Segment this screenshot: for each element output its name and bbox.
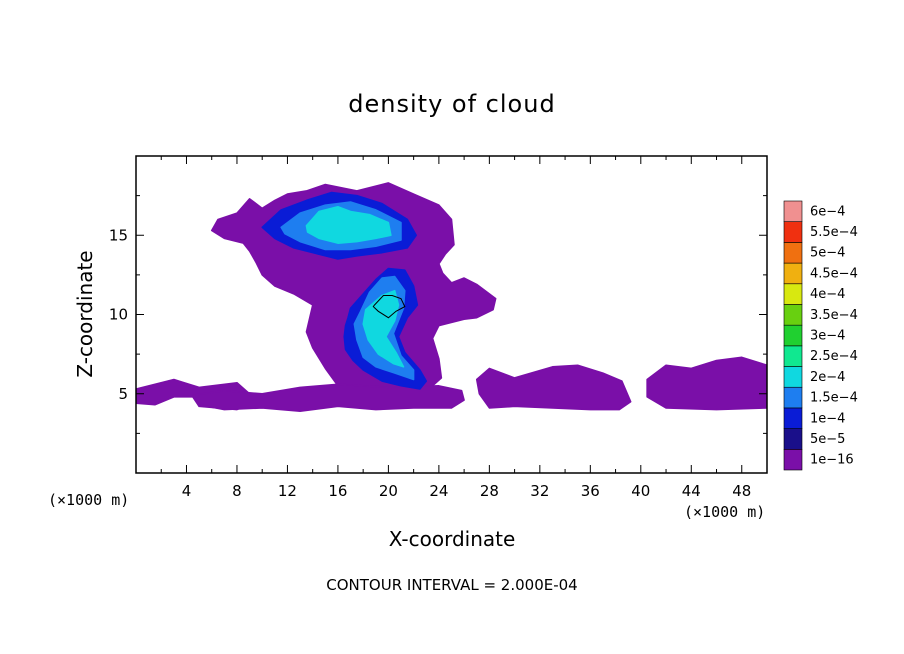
colorbar: 1e−16 5e−5 1e−4 1.5e−4 2e−4 2.5e−4 3e−4 3.5e−4 4… bbox=[783, 200, 858, 471]
colorbar-label: 5.5e−4 bbox=[810, 225, 858, 240]
x-tick-label: 20 bbox=[379, 482, 398, 500]
y-axis-label: Z-coordinate bbox=[73, 250, 97, 377]
density-regions bbox=[136, 182, 767, 412]
x-tick-label: 48 bbox=[732, 482, 751, 500]
colorbar-label: 5e−4 bbox=[810, 246, 845, 261]
colorbar-swatch bbox=[783, 221, 803, 243]
x-tick-label: 28 bbox=[480, 482, 499, 500]
x-tick-label: 16 bbox=[328, 482, 347, 500]
colorbar-swatch bbox=[783, 304, 803, 326]
density-region-4 bbox=[475, 364, 632, 411]
x-tick-label: 36 bbox=[581, 482, 600, 500]
x-axis-unit: (×1000 m) bbox=[684, 503, 765, 521]
x-tick-label: 4 bbox=[182, 482, 192, 500]
chart-title: density of cloud bbox=[348, 90, 555, 118]
colorbar-label: 1.5e−4 bbox=[810, 391, 858, 406]
y-ticks: 5 10 15 bbox=[109, 195, 767, 434]
colorbar-swatch bbox=[783, 200, 803, 222]
colorbar-label: 1e−16 bbox=[810, 453, 854, 468]
colorbar-label: 2e−4 bbox=[810, 370, 845, 385]
colorbar-label: 3e−4 bbox=[810, 329, 845, 344]
y-tick-label: 15 bbox=[109, 226, 128, 244]
x-tick-label: 12 bbox=[278, 482, 297, 500]
colorbar-swatch bbox=[783, 262, 803, 285]
y-tick-label: 5 bbox=[118, 385, 128, 403]
density-region-10 bbox=[305, 205, 392, 244]
x-tick-label: 8 bbox=[232, 482, 242, 500]
colorbar-swatch bbox=[783, 449, 803, 471]
colorbar-swatch bbox=[783, 428, 803, 450]
x-ticks: 4 8 12 16 20 24 28 32 36 40 44 48 bbox=[160, 156, 751, 500]
colorbar-swatch bbox=[783, 366, 803, 388]
colorbar-label: 2.5e−4 bbox=[810, 349, 858, 364]
colorbar-swatch bbox=[783, 283, 803, 305]
x-tick-label: 40 bbox=[631, 482, 650, 500]
colorbar-label: 3.5e−4 bbox=[810, 308, 858, 323]
x-tick-label: 24 bbox=[429, 482, 448, 500]
colorbar-label: 1e−4 bbox=[810, 411, 845, 426]
colorbar-label: 4.5e−4 bbox=[810, 266, 858, 281]
x-axis-label: X-coordinate bbox=[389, 527, 516, 551]
y-tick-label: 10 bbox=[109, 306, 128, 324]
density-region-3 bbox=[192, 383, 465, 412]
colorbar-swatch bbox=[783, 242, 803, 264]
density-region-5 bbox=[646, 356, 767, 411]
colorbar-swatch bbox=[783, 407, 803, 429]
density-region-11 bbox=[362, 289, 405, 368]
y-axis-unit: (×1000 m) bbox=[48, 491, 129, 509]
contour-interval-note: CONTOUR INTERVAL = 2.000E-04 bbox=[326, 576, 577, 594]
colorbar-swatch bbox=[783, 324, 803, 347]
colorbar-swatch bbox=[783, 345, 803, 367]
colorbar-label: 6e−4 bbox=[810, 204, 845, 219]
contour-line bbox=[372, 295, 406, 319]
colorbar-label: 4e−4 bbox=[810, 287, 845, 302]
colorbar-label: 5e−5 bbox=[810, 432, 845, 447]
x-tick-label: 32 bbox=[530, 482, 549, 500]
x-tick-label: 44 bbox=[682, 482, 701, 500]
colorbar-swatch bbox=[783, 386, 803, 409]
